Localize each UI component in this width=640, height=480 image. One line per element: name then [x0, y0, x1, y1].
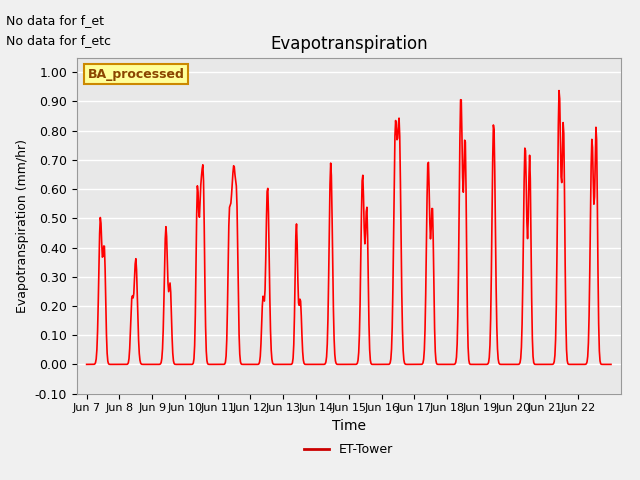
Legend: ET-Tower: ET-Tower: [299, 438, 399, 461]
Y-axis label: Evapotranspiration (mm/hr): Evapotranspiration (mm/hr): [16, 139, 29, 312]
Text: No data for f_et: No data for f_et: [6, 14, 104, 27]
Text: No data for f_etc: No data for f_etc: [6, 34, 111, 47]
X-axis label: Time: Time: [332, 419, 366, 433]
Text: BA_processed: BA_processed: [88, 68, 184, 81]
Title: Evapotranspiration: Evapotranspiration: [270, 35, 428, 53]
